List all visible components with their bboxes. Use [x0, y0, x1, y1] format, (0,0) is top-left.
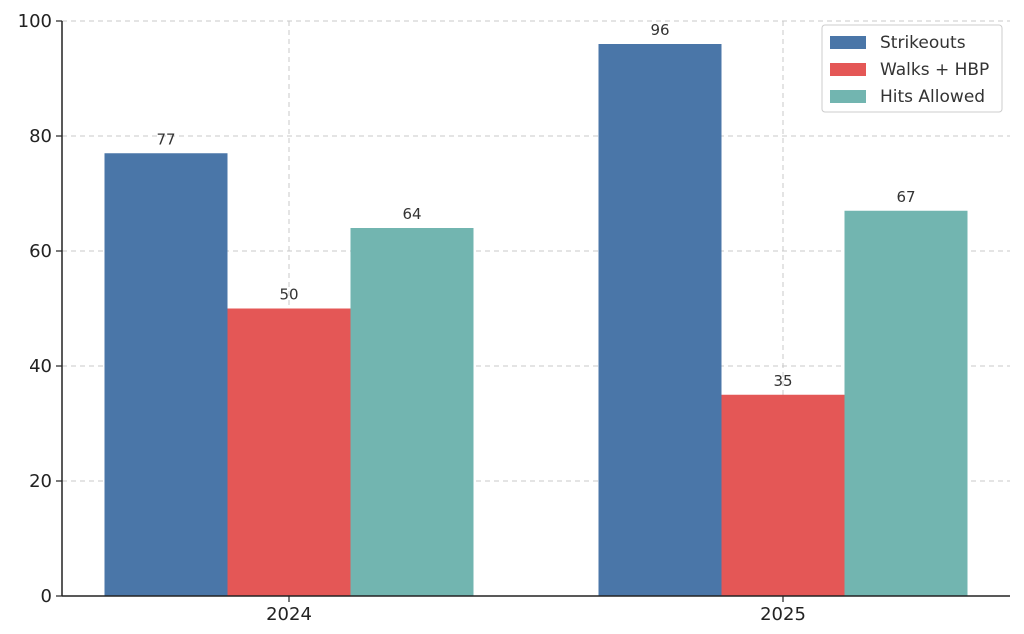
data-labels: 77 50 64 96 35 67	[156, 21, 915, 390]
data-label: 67	[896, 188, 915, 206]
legend-label: Walks + HBP	[880, 60, 989, 80]
y-tick-label: 100	[18, 11, 52, 32]
data-label: 35	[773, 372, 792, 390]
bar-walks-hbp-2025	[721, 394, 845, 596]
x-tick-label: 2025	[760, 604, 806, 625]
y-tick-label: 20	[29, 471, 52, 492]
data-label: 50	[279, 286, 298, 304]
bars	[104, 44, 968, 596]
legend-swatch	[830, 63, 866, 76]
x-axis-ticks: 2024 2025	[266, 596, 806, 625]
legend-swatch	[830, 36, 866, 49]
legend-box	[821, 24, 1003, 113]
y-axis-ticks: 0 20 40 60 80 100	[18, 11, 62, 607]
y-tick-label: 40	[29, 356, 52, 377]
bar-strikeouts-2025	[598, 44, 722, 596]
legend-label: Hits Allowed	[880, 87, 985, 107]
legend: Strikeouts Walks + HBP Hits Allowed	[821, 24, 1003, 113]
legend-swatch	[830, 90, 866, 103]
bar-hits-allowed-2024	[350, 228, 474, 596]
x-tick-label: 2024	[266, 604, 312, 625]
bar-walks-hbp-2024	[227, 308, 351, 596]
y-tick-label: 80	[29, 126, 52, 147]
y-tick-label: 0	[41, 586, 52, 607]
data-label: 96	[650, 21, 669, 39]
data-label: 77	[156, 130, 175, 148]
data-label: 64	[402, 205, 421, 223]
axes	[61, 21, 1010, 597]
bar-hits-allowed-2025	[844, 210, 968, 596]
y-tick-label: 60	[29, 241, 52, 262]
bar-strikeouts-2024	[104, 153, 228, 596]
legend-label: Strikeouts	[880, 33, 966, 53]
